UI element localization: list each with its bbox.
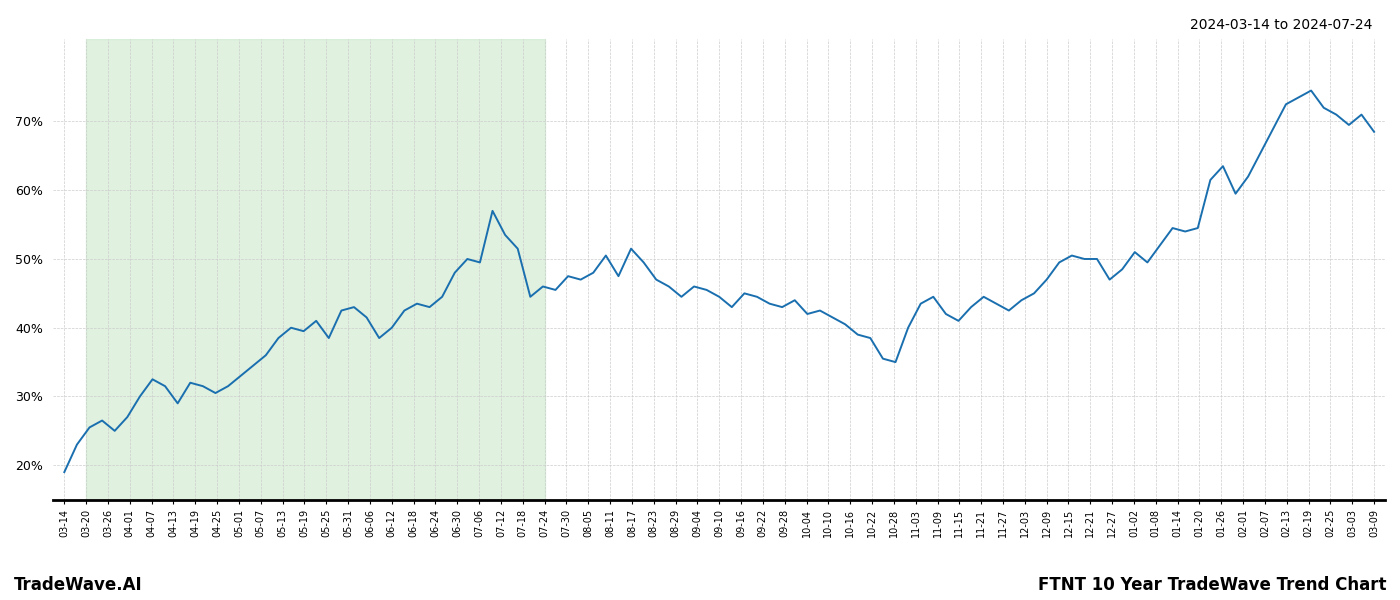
Text: TradeWave.AI: TradeWave.AI — [14, 576, 143, 594]
Text: FTNT 10 Year TradeWave Trend Chart: FTNT 10 Year TradeWave Trend Chart — [1037, 576, 1386, 594]
Text: 2024-03-14 to 2024-07-24: 2024-03-14 to 2024-07-24 — [1190, 18, 1372, 32]
Bar — [87, 39, 545, 500]
